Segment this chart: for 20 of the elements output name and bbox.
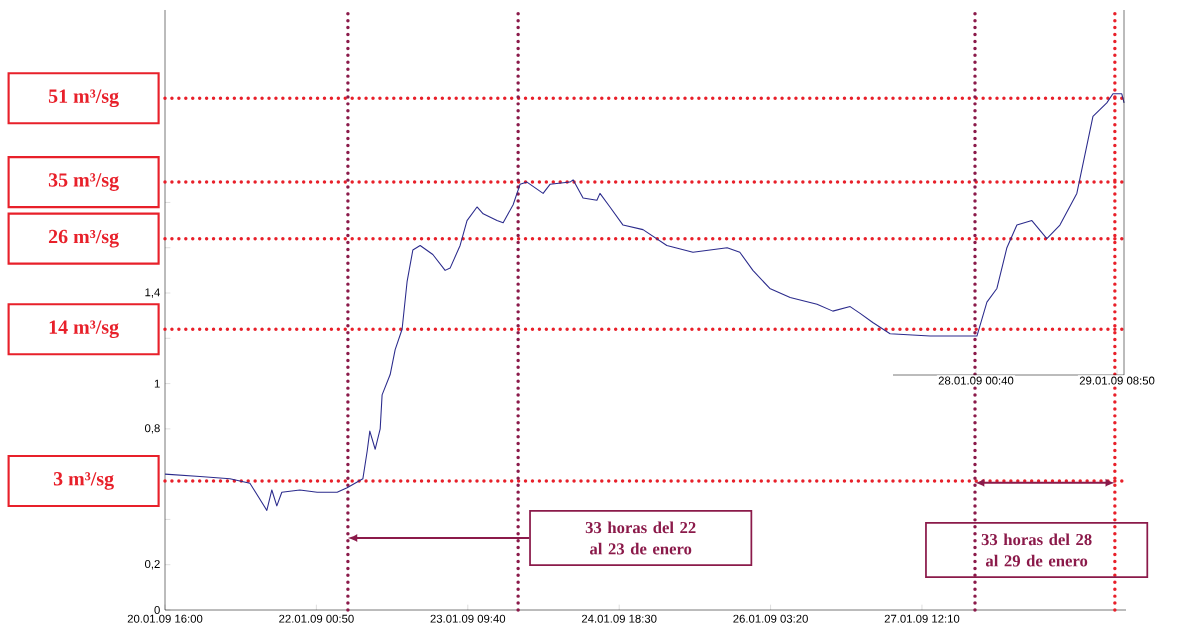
ref-line-label: 26 m³/sg	[48, 229, 119, 248]
y-tick-label: 1	[154, 379, 160, 388]
annotation: 33 horas del 28 al 29 de enero	[981, 533, 1092, 567]
x-tick-label: 26.01.09 03:20	[733, 614, 808, 623]
y-tick-label: 0,8	[144, 424, 160, 434]
ref-line-label: 14 m³/sg	[49, 320, 119, 339]
x-tick-label: 27.01.09 12:10	[884, 614, 960, 623]
x2-tick-label: 29.01.09 08:50	[1079, 376, 1155, 385]
x-tick-label: 23.01.09 09:40	[430, 614, 506, 623]
ref-line-label: 51 m³/sg	[48, 89, 119, 108]
x-tick-label: 20.01.09 16:00	[127, 614, 203, 623]
x2-tick-label: 28.01.09 00:40	[938, 376, 1014, 385]
x-tick-label: 24.01.09 18:30	[581, 614, 657, 623]
x-tick-label: 22.01.09 00:50	[279, 614, 354, 623]
annotation: 33 horas del 22 al 23 de enero	[585, 521, 696, 555]
y-tick-label: 0,2	[144, 560, 160, 570]
y-tick-label: 1,4	[145, 288, 160, 298]
y-tick-label: 0	[154, 606, 160, 615]
ref-line-label: 3 m³/sg	[53, 472, 114, 490]
ref-line-label: 35 m³/sg	[48, 173, 119, 191]
